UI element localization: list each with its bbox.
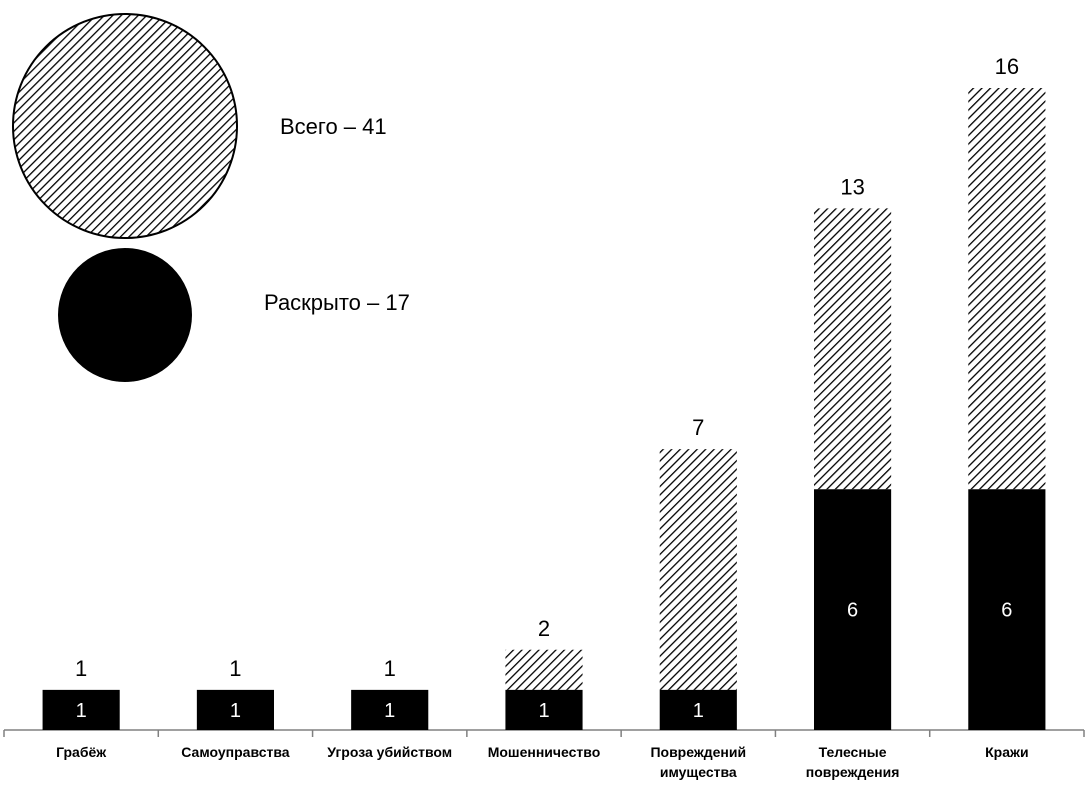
legend-solved-marker <box>58 248 192 382</box>
legend-total-label: Всего – 41 <box>280 114 387 139</box>
bar-solved-value-label: 6 <box>1001 600 1012 622</box>
bar-solved-value-label: 1 <box>384 700 395 722</box>
axis-ticks <box>3 730 1085 737</box>
bar-solved <box>351 689 429 730</box>
bar-total-value-label: 1 <box>75 656 87 681</box>
category-label: повреждения <box>806 764 900 780</box>
category-labels: Грабёж Самоуправства Угроза убийством Мошен… <box>56 744 1028 780</box>
bar-solved-value-label: 1 <box>76 700 87 722</box>
bar-total-value-label: 2 <box>538 616 550 641</box>
bar-total-unsolved <box>659 449 737 690</box>
category-label: Телесные <box>819 744 887 760</box>
bar-solved-value-label: 1 <box>538 700 549 722</box>
bar-total-value-label: 13 <box>840 174 864 199</box>
bar-solved <box>968 489 1046 730</box>
bar-total-value-label: 7 <box>692 415 704 440</box>
bar-solved-value-label: 1 <box>693 700 704 722</box>
category-label: Грабёж <box>56 744 107 760</box>
bar-solved-value-label: 1 <box>230 700 241 722</box>
category-label: Повреждений <box>650 744 746 760</box>
legend: Всего – 41 Раскрыто – 17 <box>12 13 410 382</box>
legend-total-marker <box>12 13 238 239</box>
category-label: Кражи <box>985 744 1028 760</box>
bar-solved <box>42 689 120 730</box>
category-label: Самоуправства <box>181 744 290 760</box>
bar-total-value-label: 16 <box>995 54 1019 79</box>
bar-total-value-label: 1 <box>384 656 396 681</box>
category-label: Угроза убийством <box>327 744 452 760</box>
category-label: имущества <box>660 764 737 780</box>
bar-solved <box>814 489 892 730</box>
bar-solved <box>659 689 737 730</box>
bar-solved <box>505 689 583 730</box>
bar-solved-value-label: 6 <box>847 600 858 622</box>
legend-solved-label: Раскрыто – 17 <box>264 290 410 315</box>
category-label: Мошенничество <box>488 744 601 760</box>
bar-solved <box>196 689 274 730</box>
bar-total-value-label: 1 <box>229 656 241 681</box>
bar-total-unsolved <box>968 88 1046 490</box>
bars: 1 1 1 1 1 1 1 2 1 7 6 13 6 16 <box>42 54 1046 730</box>
bar-total-unsolved <box>505 649 583 690</box>
bar-total-unsolved <box>814 208 892 490</box>
